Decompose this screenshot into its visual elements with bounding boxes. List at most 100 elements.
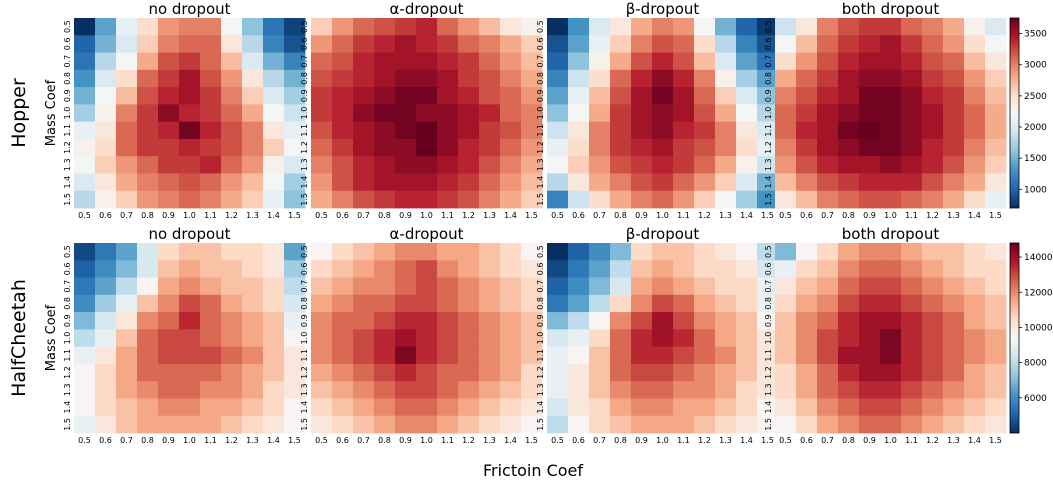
x-tick-label: 1.4 <box>267 436 280 445</box>
heatmap-cell <box>479 35 501 53</box>
heatmap-cell <box>901 121 923 140</box>
heatmap-cell <box>694 243 716 261</box>
heatmap-cell <box>437 52 459 71</box>
heatmap-cell <box>416 173 438 192</box>
heatmap-cell <box>416 415 438 434</box>
heatmap-cell <box>395 294 417 313</box>
heatmap-cell <box>284 138 306 157</box>
heatmap-cell <box>922 260 944 278</box>
heatmap-cell <box>715 69 737 88</box>
heatmap-cell <box>521 363 543 382</box>
heatmap-cell <box>922 104 944 123</box>
y-tick-label: 1.1 <box>300 349 309 362</box>
heatmap-cell <box>943 18 965 36</box>
heatmap-cell <box>500 381 522 399</box>
heatmap-cell <box>964 87 986 105</box>
heatmap-cell <box>757 69 779 88</box>
heatmap-cell <box>137 346 159 365</box>
y-tick-label: 1.3 <box>63 383 72 396</box>
heatmap-cell <box>116 52 138 71</box>
x-tick-label: 0.5 <box>779 436 792 445</box>
heatmap-cell <box>880 363 902 382</box>
heatmap-cell <box>332 104 354 123</box>
heatmap-cell <box>242 294 264 313</box>
heatmap-cell <box>137 87 159 105</box>
heatmap-cell <box>395 121 417 140</box>
heatmap-cell <box>589 173 611 192</box>
heatmap-cell <box>263 18 285 36</box>
heatmap-cell <box>610 312 632 330</box>
heatmap-cell <box>521 104 543 123</box>
heatmap-cell <box>158 87 180 105</box>
y-tick-label: 0.5 <box>63 245 72 258</box>
heatmap-cell <box>137 156 159 174</box>
heatmap-cell <box>458 363 480 382</box>
heatmap-cell <box>263 173 285 192</box>
heatmap-cell <box>374 329 396 348</box>
heatmap-cell <box>757 260 779 278</box>
heatmap-cell <box>116 87 138 105</box>
y-tick-label: 1.4 <box>536 176 545 189</box>
heatmap-cell <box>221 243 243 261</box>
heatmap-cell <box>479 243 501 261</box>
heatmap-cell <box>817 415 839 434</box>
heatmap-cell <box>901 173 923 192</box>
heatmap-cell <box>589 260 611 278</box>
heatmap-cell <box>137 260 159 278</box>
y-tick-label: 1.2 <box>300 366 309 379</box>
y-tick-label: 1.1 <box>764 124 773 137</box>
heatmap-cell <box>95 398 117 417</box>
heatmap-cell <box>479 294 501 313</box>
y-tick-label: 1.4 <box>63 401 72 414</box>
heatmap-cell <box>796 18 818 36</box>
heatmap-cell <box>311 277 333 296</box>
y-tick-label: 1.5 <box>63 418 72 431</box>
heatmap-cell <box>757 52 779 71</box>
heatmap-cell <box>116 104 138 123</box>
heatmap-cell <box>652 156 674 174</box>
heatmap-cell <box>943 415 965 434</box>
heatmap-cell <box>479 173 501 192</box>
heatmap-cell <box>817 363 839 382</box>
heatmap-cell <box>631 35 653 53</box>
heatmap-cell <box>964 277 986 296</box>
heatmap-cell <box>158 52 180 71</box>
heatmap-cell <box>179 260 201 278</box>
x-tick-label: 0.6 <box>800 436 813 445</box>
heatmap-cell <box>137 121 159 140</box>
y-tick-label: 1.2 <box>764 141 773 154</box>
heatmap-panel: no dropout 0.5 0.6 0.7 0.8 0.9 1.0 1.1 1.2 1.3 1.4… <box>63 0 306 220</box>
heatmap-cell <box>757 312 779 330</box>
heatmap-cell <box>311 381 333 399</box>
x-tick-label: 0.9 <box>635 436 648 445</box>
heatmap-cell <box>715 243 737 261</box>
heatmap-cell <box>817 312 839 330</box>
y-tick-label: 1.0 <box>764 107 773 120</box>
heatmap-cell <box>416 156 438 174</box>
heatmap-cell <box>715 138 737 157</box>
x-tick-label: 1.0 <box>884 436 897 445</box>
heatmap-cell <box>179 69 201 88</box>
x-tick-label: 1.5 <box>525 436 538 445</box>
y-tick-label: 1.5 <box>300 418 309 431</box>
heatmap-cell <box>652 121 674 140</box>
heatmap-cell <box>631 312 653 330</box>
heatmap-cell <box>985 87 1007 105</box>
heatmap-cell <box>353 69 375 88</box>
y-tick-label: 0.5 <box>764 20 773 33</box>
y-tick-label: 0.6 <box>536 38 545 51</box>
x-tick-label: 0.6 <box>800 211 813 220</box>
heatmap-cell <box>479 104 501 123</box>
heatmap-cell <box>943 104 965 123</box>
heatmap-cell <box>158 121 180 140</box>
heatmap-cell <box>242 346 264 365</box>
heatmap-cell <box>568 52 590 71</box>
heatmap-cell <box>985 277 1007 296</box>
y-tick-label: 0.5 <box>764 245 773 258</box>
y-tick-label: 1.3 <box>300 158 309 171</box>
y-tick-label: 1.1 <box>63 124 72 137</box>
heatmap-cell <box>374 277 396 296</box>
heatmap-cell <box>736 260 758 278</box>
heatmap-cell <box>479 415 501 434</box>
heatmap-cell <box>521 52 543 71</box>
